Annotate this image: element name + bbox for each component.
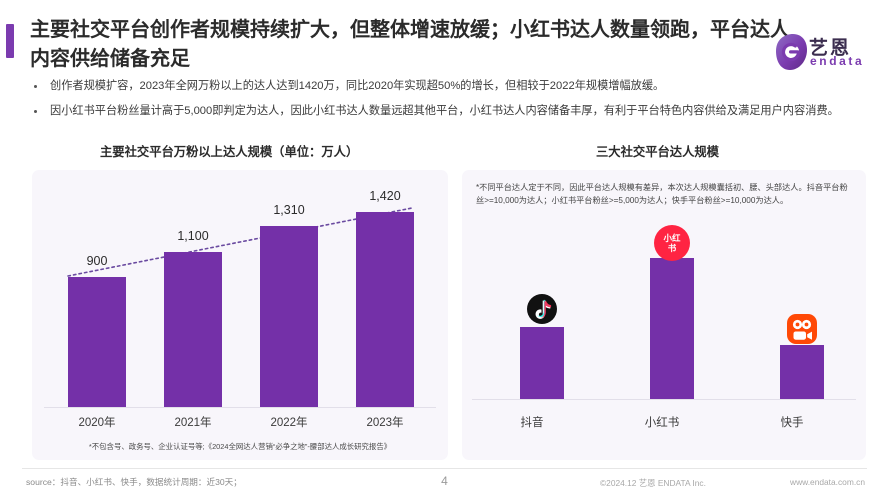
- left-chart-panel: 900 1,100 1,310 1,420 2020年 2021年 2022年 …: [32, 170, 448, 460]
- right-panel-note: *不同平台达人定于不同，因此平台达人规模有差异，本次达人规模囊括初、腰、头部达人…: [476, 183, 848, 205]
- bar-2023: [356, 212, 414, 407]
- bar-value-2020: 900: [86, 254, 108, 268]
- douyin-icon: [527, 294, 557, 329]
- x-label-xiaohongshu: 小红书: [644, 417, 680, 429]
- svg-text:书: 书: [668, 243, 677, 253]
- bar-xiaohongshu: [650, 258, 694, 399]
- kuaishou-icon: [787, 314, 817, 349]
- x-label-kuaishou: 快手: [780, 417, 804, 429]
- svg-text:小红: 小红: [662, 233, 681, 243]
- slide-header: 主要社交平台创作者规模持续扩大，但整体增速放缓；小红书达人数量领跑，平台达人内容…: [0, 10, 889, 72]
- x-label-2022: 2022年: [270, 417, 308, 429]
- x-label-douyin: 抖音: [520, 417, 544, 429]
- page-title: 主要社交平台创作者规模持续扩大，但整体增速放缓；小红书达人数量领跑，平台达人内容…: [30, 19, 790, 70]
- bar-2022: [260, 226, 318, 407]
- source-text: source：抖音、小红书、快手，数据统计周期：近30天；: [26, 477, 242, 487]
- bar-value-2021: 1,100: [177, 229, 209, 243]
- creator-scale-bar-chart: 900 1,100 1,310 1,420: [44, 188, 436, 408]
- x-axis-line: [44, 407, 436, 408]
- bar-douyin: [520, 327, 564, 399]
- left-chart-title: 主要社交平台万粉以上达人规模（单位：万人）: [100, 145, 359, 159]
- bar-2020: [68, 277, 126, 407]
- bar-value-2022: 1,310: [273, 203, 305, 217]
- bullet-item: 因小红书平台粉丝量计高于5,000即判定为达人，因此小红书达人数量远超其他平台，…: [22, 103, 867, 121]
- title-accent-bar: [6, 24, 14, 58]
- right-chart-title: 三大社交平台达人规模: [596, 145, 719, 159]
- endata-logo-svg: [776, 34, 807, 70]
- page-number: 4: [441, 474, 448, 488]
- logo-text-cn: 艺恩: [809, 38, 852, 59]
- bar-value-2023: 1,420: [369, 189, 401, 203]
- left-panel-footnote: *不包含号、政务号、企业认证号等;《2024全网达人营销“必争之地”-腰部达人成…: [88, 442, 392, 451]
- bullet-item: 创作者规模扩容，2023年全网万粉以上的达人达到1420万，同比2020年实现超…: [22, 78, 867, 96]
- website-url: www.endata.com.cn: [790, 477, 865, 487]
- bar-2021: [164, 252, 222, 407]
- x-axis-line: [472, 399, 856, 400]
- xiaohongshu-icon: 小红 书: [654, 225, 690, 266]
- x-label-2021: 2021年: [174, 417, 212, 429]
- right-chart-panel: *不同平台达人定于不同，因此平台达人规模有差异，本次达人规模囊括初、腰、头部达人…: [462, 170, 866, 460]
- endata-logo: 艺恩 endata: [773, 32, 877, 74]
- x-label-2023: 2023年: [366, 417, 404, 429]
- bar-kuaishou: [780, 345, 824, 399]
- copyright-text: ©2024.12 艺恩 ENDATA Inc.: [600, 478, 706, 488]
- platform-scale-bar-chart: 小红 书: [472, 225, 856, 400]
- logo-text-en: endata: [810, 54, 865, 68]
- x-label-2020: 2020年: [78, 417, 116, 429]
- footer-divider: [22, 468, 867, 469]
- bullet-list: 创作者规模扩容，2023年全网万粉以上的达人达到1420万，同比2020年实现超…: [22, 78, 867, 127]
